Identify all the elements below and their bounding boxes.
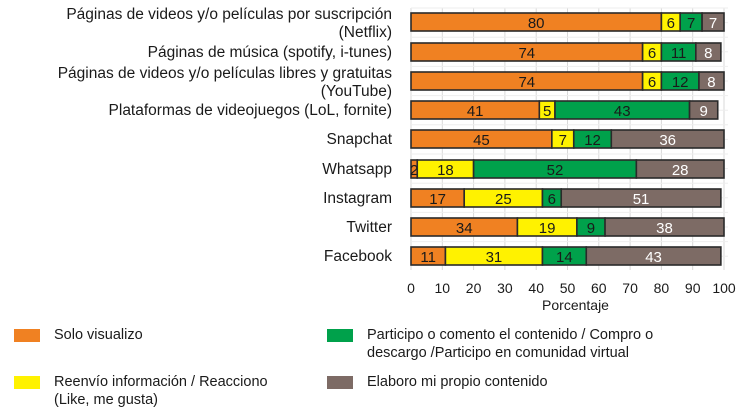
x-tick-label: 20 <box>466 280 482 296</box>
category-label: Páginas de videos y/o películas libres y… <box>58 65 393 82</box>
x-tick-label: 70 <box>622 280 638 296</box>
data-label: 17 <box>429 191 446 208</box>
legend-label: Elaboro mi propio contenido <box>367 374 548 390</box>
category-label: Twitter <box>346 219 392 236</box>
data-label: 52 <box>547 162 564 179</box>
legend-label: descargo /Participo en comunidad virtual <box>367 345 629 361</box>
data-label: 6 <box>648 74 656 91</box>
data-label: 9 <box>587 220 595 237</box>
data-label: 51 <box>633 191 650 208</box>
category-label: Páginas de música (spotify, i-tunes) <box>148 44 392 61</box>
data-label: 9 <box>699 103 707 120</box>
x-tick-label: 80 <box>654 280 670 296</box>
data-label: 31 <box>486 249 503 266</box>
bar-segment <box>635 159 725 179</box>
data-label: 12 <box>672 74 689 91</box>
data-label: 43 <box>614 103 631 120</box>
data-label: 34 <box>456 220 473 237</box>
data-label: 7 <box>687 15 695 32</box>
bar-segment <box>560 188 722 208</box>
data-label: 74 <box>518 45 535 62</box>
x-tick-label: 50 <box>560 280 576 296</box>
data-label: 36 <box>659 132 676 149</box>
data-label: 6 <box>648 45 656 62</box>
bar-segment <box>698 71 725 91</box>
data-label: 74 <box>518 74 535 91</box>
data-label: 2 <box>410 162 418 179</box>
data-label: 38 <box>656 220 673 237</box>
bar-segment <box>695 42 722 62</box>
x-tick-label: 40 <box>528 280 544 296</box>
x-tick-label: 0 <box>407 280 415 296</box>
category-label: Páginas de videos y/o películas por susc… <box>66 6 392 23</box>
data-label: 11 <box>420 249 436 266</box>
data-label: 80 <box>528 15 545 32</box>
category-label: Instagram <box>323 190 392 207</box>
data-label: 41 <box>467 103 484 120</box>
category-label: (Netflix) <box>339 24 392 41</box>
x-tick-label: 100 <box>712 280 736 296</box>
data-label: 14 <box>556 249 573 266</box>
data-label: 7 <box>709 15 717 32</box>
bar-segment <box>701 12 725 32</box>
data-label: 8 <box>707 74 715 91</box>
data-label: 7 <box>559 132 567 149</box>
category-label: Snapchat <box>327 131 393 148</box>
category-label: (YouTube) <box>321 83 392 100</box>
data-label: 19 <box>539 220 556 237</box>
x-tick-label: 10 <box>435 280 451 296</box>
bar-segment <box>610 129 725 149</box>
legend-swatch <box>14 329 40 342</box>
x-axis-label: Porcentaje <box>542 297 609 313</box>
x-tick-label: 60 <box>591 280 607 296</box>
data-label: 12 <box>584 132 601 149</box>
x-tick-label: 90 <box>685 280 701 296</box>
legend-swatch <box>327 329 353 342</box>
data-label: 18 <box>437 162 454 179</box>
data-label: 6 <box>667 15 675 32</box>
data-label: 11 <box>671 45 687 62</box>
legend-swatch <box>327 376 353 389</box>
data-label: 45 <box>473 132 490 149</box>
bar-segment <box>604 217 725 237</box>
category-label: Facebook <box>324 248 392 265</box>
legend-label: (Like, me gusta) <box>54 392 158 408</box>
category-label: Whatsapp <box>322 161 392 178</box>
data-label: 25 <box>495 191 512 208</box>
legend-swatch <box>14 376 40 389</box>
x-tick-label: 30 <box>497 280 513 296</box>
data-label: 8 <box>704 45 712 62</box>
data-label: 43 <box>645 249 662 266</box>
data-label: 6 <box>548 191 556 208</box>
legend-label: Reenvío información / Reacciono <box>54 374 268 390</box>
bar-segment <box>585 246 722 266</box>
bar-segment <box>688 100 719 120</box>
data-label: 5 <box>543 103 551 120</box>
legend-label: Participo o comento el contenido / Compr… <box>367 327 654 343</box>
category-label: Plataformas de videojuegos (LoL, fornite… <box>109 102 392 119</box>
legend-label: Solo visualizo <box>54 327 143 343</box>
data-label: 28 <box>672 162 689 179</box>
